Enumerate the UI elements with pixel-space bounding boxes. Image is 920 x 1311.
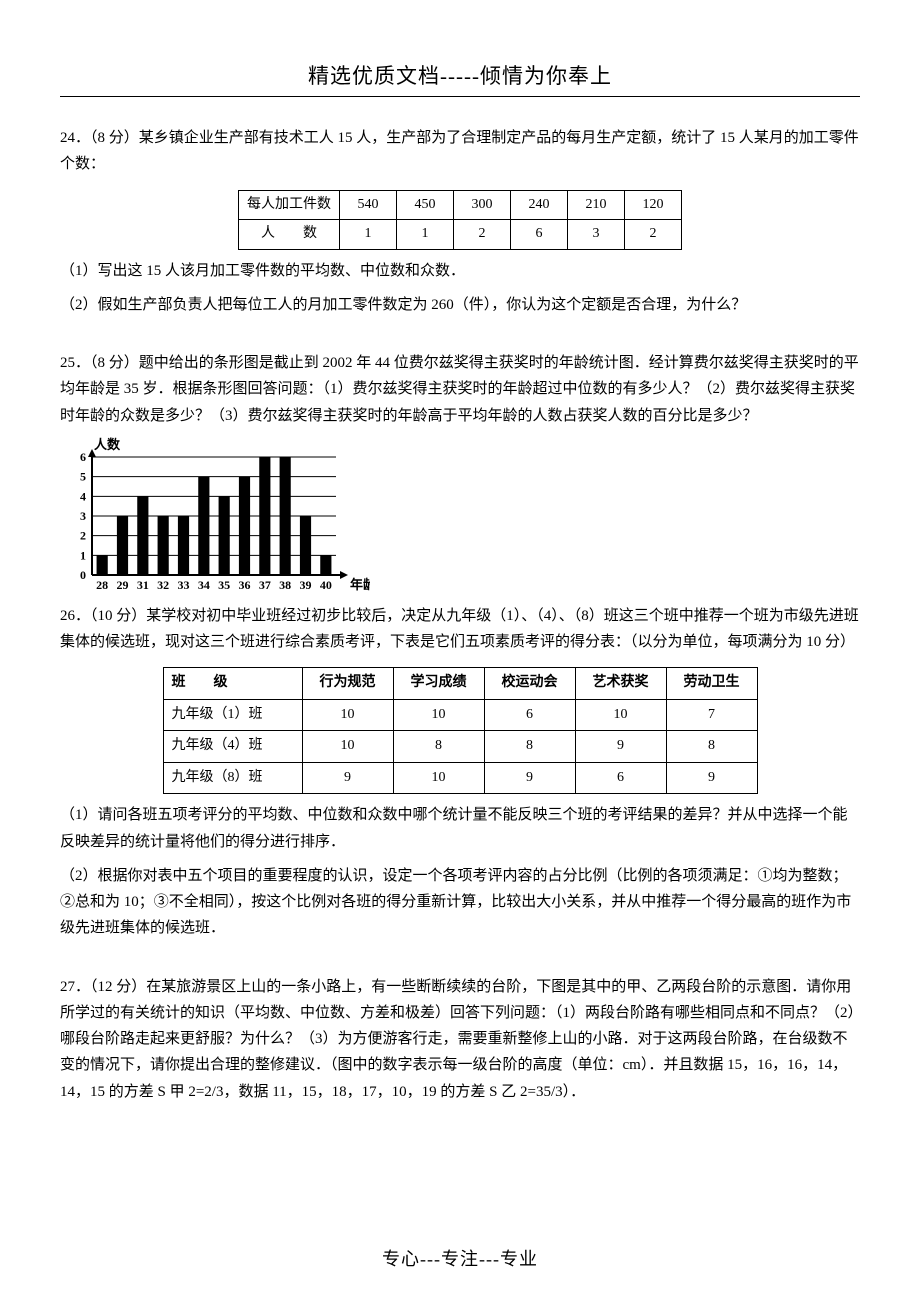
svg-text:38: 38 xyxy=(279,578,291,592)
q27-title: 27．（12 分）在某旅游景区上山的一条小路上，有一些断断续续的台阶，下图是其中… xyxy=(60,974,860,1105)
svg-text:39: 39 xyxy=(300,578,312,592)
q26-r0c0: 九年级（1）班 xyxy=(163,699,302,731)
q26-r1c5: 8 xyxy=(666,731,757,763)
svg-text:人数: 人数 xyxy=(94,437,121,452)
q26-r0c3: 6 xyxy=(484,699,575,731)
q26-r1c0: 九年级（4）班 xyxy=(163,731,302,763)
q24-n1: 1 xyxy=(397,220,454,250)
svg-text:0: 0 xyxy=(80,568,86,582)
svg-text:4: 4 xyxy=(80,489,86,503)
q26-h3: 校运动会 xyxy=(484,668,575,700)
q26-r2c2: 10 xyxy=(393,762,484,794)
svg-text:33: 33 xyxy=(178,578,190,592)
q26-h5: 劳动卫生 xyxy=(666,668,757,700)
q26-h4: 艺术获奖 xyxy=(575,668,666,700)
q24-c2: 300 xyxy=(454,190,511,220)
svg-text:2: 2 xyxy=(80,528,86,542)
q24-n0: 1 xyxy=(340,220,397,250)
svg-text:31: 31 xyxy=(137,578,149,592)
q26-r0c5: 7 xyxy=(666,699,757,731)
q26-r2c1: 9 xyxy=(302,762,393,794)
svg-text:5: 5 xyxy=(80,469,86,483)
q24-n5: 2 xyxy=(625,220,682,250)
q24-c5: 120 xyxy=(625,190,682,220)
svg-text:35: 35 xyxy=(218,578,230,592)
q24-row1-label: 每人加工件数 xyxy=(239,190,340,220)
svg-text:29: 29 xyxy=(117,578,129,592)
svg-text:37: 37 xyxy=(259,578,271,592)
svg-text:1: 1 xyxy=(80,548,86,562)
q26-h1: 行为规范 xyxy=(302,668,393,700)
svg-text:年龄: 年龄 xyxy=(350,577,370,592)
q24-c3: 240 xyxy=(511,190,568,220)
svg-text:3: 3 xyxy=(80,509,86,523)
q26-r1c4: 9 xyxy=(575,731,666,763)
q26-title: 26．（10 分）某学校对初中毕业班经过初步比较后，决定从九年级（1）、（4）、… xyxy=(60,603,860,656)
q24-title: 24．（8 分）某乡镇企业生产部有技术工人 15 人，生产部为了合理制定产品的每… xyxy=(60,125,860,178)
q26-r2c0: 九年级（8）班 xyxy=(163,762,302,794)
svg-text:40: 40 xyxy=(320,578,332,592)
q26-r1c1: 10 xyxy=(302,731,393,763)
q24-c0: 540 xyxy=(340,190,397,220)
q24-c4: 210 xyxy=(568,190,625,220)
q26-h2: 学习成绩 xyxy=(393,668,484,700)
q26-sub1: （1）请问各班五项考评分的平均数、中位数和众数中哪个统计量不能反映三个班的考评结… xyxy=(60,802,860,855)
page-header: 精选优质文档-----倾情为你奉上 xyxy=(60,60,860,97)
q26-table: 班 级 行为规范 学习成绩 校运动会 艺术获奖 劳动卫生 九年级（1）班 10 … xyxy=(163,667,758,794)
q26-r2c3: 9 xyxy=(484,762,575,794)
q25-bar-chart: 0123456282931323334353637383940人数年龄 xyxy=(60,437,860,597)
q26-r0c4: 10 xyxy=(575,699,666,731)
q26-sub2: （2）根据你对表中五个项目的重要程度的认识，设定一个各项考评内容的占分比例（比例… xyxy=(60,863,860,942)
q24-row2-label: 人 数 xyxy=(239,220,340,250)
q26-r0c1: 10 xyxy=(302,699,393,731)
q24-sub2: （2）假如生产部负责人把每位工人的月加工零件数定为 260（件），你认为这个定额… xyxy=(60,292,860,318)
q24-n3: 6 xyxy=(511,220,568,250)
svg-text:28: 28 xyxy=(96,578,108,592)
q24-n2: 2 xyxy=(454,220,511,250)
q24-sub1: （1）写出这 15 人该月加工零件数的平均数、中位数和众数． xyxy=(60,258,860,284)
q26-r0c2: 10 xyxy=(393,699,484,731)
page-footer: 专心---专注---专业 xyxy=(60,1245,860,1271)
q26-h0: 班 级 xyxy=(163,668,302,700)
q24-c1: 450 xyxy=(397,190,454,220)
svg-text:36: 36 xyxy=(239,578,251,592)
svg-text:6: 6 xyxy=(80,450,86,464)
q25-title: 25．（8 分）题中给出的条形图是截止到 2002 年 44 位费尔兹奖得主获奖… xyxy=(60,350,860,429)
q24-table: 每人加工件数 540 450 300 240 210 120 人 数 1 1 2… xyxy=(238,190,682,250)
q26-r1c2: 8 xyxy=(393,731,484,763)
q26-r2c4: 6 xyxy=(575,762,666,794)
q26-r2c5: 9 xyxy=(666,762,757,794)
q24-n4: 3 xyxy=(568,220,625,250)
svg-text:34: 34 xyxy=(198,578,210,592)
q26-r1c3: 8 xyxy=(484,731,575,763)
svg-text:32: 32 xyxy=(157,578,169,592)
